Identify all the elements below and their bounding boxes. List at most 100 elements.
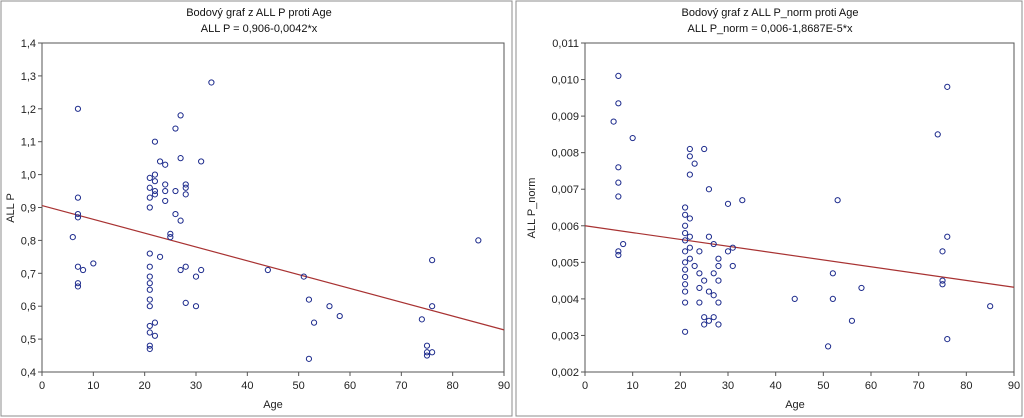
data-point xyxy=(682,259,689,266)
x-tick-label: 20 xyxy=(139,380,151,392)
data-point xyxy=(729,244,736,251)
data-point xyxy=(710,292,717,299)
data-point xyxy=(620,240,627,248)
x-tick-label: 50 xyxy=(293,380,305,392)
data-point xyxy=(151,178,159,185)
chart-subtitle: ALL P_norm = 0,006-1,8687E-5*x xyxy=(687,23,853,35)
x-tick-label: 0 xyxy=(582,380,588,392)
plot-area xyxy=(584,42,1015,373)
data-point xyxy=(326,303,333,310)
data-point xyxy=(682,229,689,237)
data-point xyxy=(74,194,82,201)
data-point xyxy=(74,263,82,270)
data-point xyxy=(151,319,159,326)
data-point xyxy=(939,248,946,255)
x-tick-label: 40 xyxy=(241,380,253,392)
data-point xyxy=(162,197,169,205)
scatter-chart-all-p-norm: Bodový graf z ALL P_norm proti Age ALL P… xyxy=(526,7,1020,411)
data-point xyxy=(934,131,941,138)
data-point xyxy=(172,125,179,132)
data-point xyxy=(682,288,689,295)
data-point xyxy=(710,240,717,248)
x-tick-label: 0 xyxy=(39,380,45,392)
data-point xyxy=(696,248,703,255)
y-tick-label: 0,9 xyxy=(21,203,36,215)
x-axis-ticks: 0 10 20 30 40 50 60 70 80 90 xyxy=(582,372,1020,392)
data-point xyxy=(701,277,708,284)
y-tick-label: 0,006 xyxy=(551,221,579,233)
data-point xyxy=(615,72,622,80)
data-point xyxy=(682,248,689,255)
chart-title: Bodový graf z ALL P_norm proti Age xyxy=(682,7,859,19)
y-tick-label: 0,8 xyxy=(21,235,36,247)
data-point xyxy=(475,237,482,244)
data-point xyxy=(156,158,164,165)
data-point xyxy=(146,345,153,353)
data-point xyxy=(177,112,184,119)
data-point xyxy=(686,153,693,160)
data-point xyxy=(146,329,153,336)
y-axis-ticks: 0,002 0,003 0,004 0,005 0,006 0,007 0,008 0,009… xyxy=(551,38,585,379)
data-point xyxy=(167,234,174,241)
data-point xyxy=(156,253,164,260)
data-point xyxy=(146,342,153,349)
x-tick-label: 60 xyxy=(344,380,356,392)
y-tick-label: 0,011 xyxy=(552,38,579,50)
data-point xyxy=(715,255,722,262)
x-tick-label: 90 xyxy=(1008,380,1020,392)
data-point xyxy=(162,161,169,168)
data-point xyxy=(310,319,318,326)
x-tick-label: 30 xyxy=(190,380,202,392)
data-point xyxy=(629,134,636,142)
data-point xyxy=(705,317,713,324)
data-point xyxy=(423,342,431,349)
data-point xyxy=(182,181,189,188)
data-points xyxy=(610,72,994,350)
data-point xyxy=(177,155,184,162)
y-tick-label: 0,6 xyxy=(21,301,36,313)
data-point xyxy=(682,237,689,244)
data-point xyxy=(987,303,994,310)
data-point xyxy=(701,321,708,328)
y-axis-ticks: 0,4 0,5 0,6 0,7 0,8 0,9 1,0 1,1 1,2 1,3 1,4 xyxy=(21,38,42,379)
data-point xyxy=(791,295,798,302)
scatter-chart-all-p: Bodový graf z ALL P proti Age ALL P = 0,… xyxy=(5,7,510,411)
chart-title: Bodový graf z ALL P proti Age xyxy=(186,7,332,19)
data-point xyxy=(705,233,713,240)
data-point xyxy=(146,303,153,310)
y-tick-label: 0,009 xyxy=(551,111,579,123)
x-tick-label: 10 xyxy=(87,380,99,392)
x-tick-label: 50 xyxy=(817,380,829,392)
data-point xyxy=(715,262,722,270)
data-point xyxy=(615,164,622,171)
data-point xyxy=(74,280,82,287)
data-point xyxy=(198,158,205,165)
data-point xyxy=(74,214,82,221)
data-point xyxy=(146,263,153,270)
data-point xyxy=(682,328,689,335)
x-axis-label: Age xyxy=(263,399,283,411)
data-point xyxy=(939,277,946,284)
data-point xyxy=(208,79,215,86)
data-point xyxy=(829,270,836,277)
regression-line xyxy=(584,225,1015,288)
data-point xyxy=(336,312,343,320)
data-point xyxy=(300,273,307,280)
data-point xyxy=(69,234,76,241)
y-tick-label: 1,0 xyxy=(21,170,36,182)
data-point xyxy=(177,266,184,274)
data-point xyxy=(151,171,159,178)
data-point xyxy=(429,257,436,264)
data-point xyxy=(162,187,169,195)
data-point xyxy=(79,266,87,274)
data-point xyxy=(686,244,693,251)
fit-line xyxy=(41,204,505,331)
data-point xyxy=(724,248,732,255)
x-tick-label: 90 xyxy=(498,380,510,392)
data-point xyxy=(696,270,703,277)
data-point xyxy=(686,171,693,178)
y-tick-label: 0,005 xyxy=(551,257,579,269)
data-point xyxy=(172,187,179,195)
chart-subtitle: ALL P = 0,906-0,0042*x xyxy=(201,23,318,35)
data-point xyxy=(682,273,689,281)
